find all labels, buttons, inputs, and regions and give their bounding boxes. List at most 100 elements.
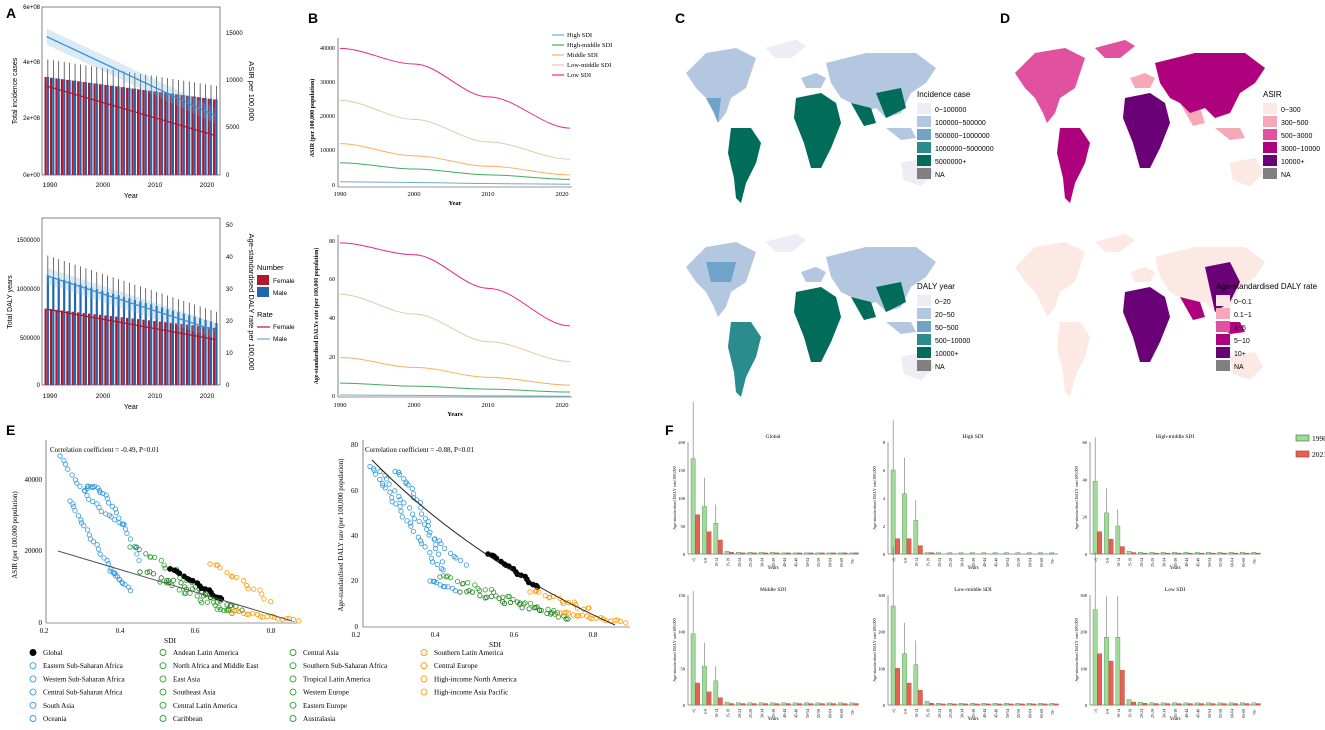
rate-line-male	[46, 275, 216, 331]
map-region	[1180, 297, 1205, 320]
legend-marker	[420, 688, 428, 696]
panel-b-legend: High SDI High-middle SDI Middle SDI Low-…	[552, 32, 612, 79]
bar-2021	[918, 690, 923, 706]
map-region	[1057, 128, 1090, 203]
bar-2021	[1097, 531, 1102, 555]
bar-1990	[1160, 551, 1166, 555]
scatter-point	[214, 606, 220, 612]
x-tick: 2010	[482, 191, 495, 198]
bar-female	[77, 81, 80, 175]
bar-2021	[842, 552, 848, 555]
bar-1990	[747, 552, 753, 555]
legend-marker	[159, 688, 167, 696]
bar-2021	[1097, 653, 1102, 706]
bar-2021	[906, 538, 912, 555]
subplot-title: High-middle SDI	[1156, 434, 1195, 440]
x-tick: 20-24	[1140, 709, 1144, 718]
x-tick: 5-9	[904, 709, 908, 714]
scatter-point	[458, 557, 464, 564]
scatter-point	[199, 599, 205, 606]
scatter-point	[176, 587, 182, 593]
bar-2021	[695, 682, 700, 706]
legend-swatch	[1216, 321, 1230, 332]
legend-swatch-2021	[1295, 450, 1310, 458]
y2-tick: 20	[226, 319, 233, 325]
y2-tick: 0	[226, 383, 230, 389]
scatter-point	[548, 611, 554, 617]
legend-label: Caribbean	[173, 715, 203, 723]
bar-1990	[1206, 551, 1211, 555]
bar-male	[90, 82, 93, 175]
bar-1990	[713, 680, 719, 706]
scatter-point	[565, 616, 571, 622]
scatter-point	[401, 476, 407, 482]
legend-label: Southern Sub-Saharan Africa	[303, 662, 388, 670]
legend-label: Southern Latin America	[434, 649, 504, 657]
y-axis-label: ASIR (per 100,000 population)	[11, 491, 19, 579]
y2-tick: 10000	[226, 78, 243, 84]
scatter-point	[496, 595, 502, 601]
y-tick: 0	[683, 552, 686, 557]
scatter-point	[94, 542, 100, 548]
x-tick: 40-44	[983, 709, 987, 718]
legend-marker	[159, 662, 167, 670]
scatter-point	[109, 503, 115, 509]
x-tick: 55-59	[817, 709, 821, 718]
x-tick: 25-29	[949, 558, 953, 567]
scatter-point	[290, 616, 296, 623]
bar-female	[71, 80, 74, 175]
scatter-point	[415, 534, 421, 540]
x-tick: 45-49	[995, 709, 999, 718]
scatter-point	[603, 617, 609, 624]
legend-marker	[289, 662, 297, 670]
x-tick: <5	[1095, 558, 1099, 562]
map-region	[728, 128, 761, 203]
x-tick: 10-14	[1117, 558, 1121, 567]
bar-1990	[1240, 551, 1245, 555]
y-tick: 6e+08	[23, 5, 41, 11]
y-tick: 200	[1080, 630, 1088, 635]
bar-female	[66, 311, 69, 385]
scatter-point	[251, 586, 257, 592]
subplot: Middle SDI 0 50 100 150 <5 5-9 10-14 15-19 20-24 2…	[672, 587, 859, 722]
scatter-point	[623, 620, 629, 626]
scatter-point	[424, 526, 430, 532]
bar-female	[44, 77, 47, 175]
legend-marker	[29, 688, 37, 696]
panel-letter-d: D	[1000, 10, 1010, 26]
scatter-point	[380, 481, 386, 487]
scatter-point	[90, 539, 97, 545]
x-tick: 55-59	[817, 558, 821, 567]
scatter-point	[103, 492, 109, 498]
bar-female	[147, 320, 150, 385]
bar-2021	[752, 703, 757, 706]
x-tick: 20-24	[938, 558, 942, 567]
bar-2021	[1244, 552, 1250, 555]
x-tick: 60-64	[1231, 709, 1235, 718]
bar-female	[44, 308, 47, 385]
bar-female	[185, 95, 189, 175]
y-axis-label: Age-standardised DALY rate/100,000	[672, 618, 678, 682]
map-region	[1015, 48, 1085, 123]
legend-swatch	[1263, 155, 1277, 166]
legend-label: Oceania	[43, 715, 67, 723]
bar-1990	[1004, 552, 1009, 555]
bar-2021	[1199, 703, 1204, 706]
scatter-point-global	[176, 570, 183, 577]
bar-male	[90, 287, 93, 385]
x-tick: 65-69	[840, 558, 844, 567]
y-tick: 40000	[25, 476, 43, 484]
bar-2021	[740, 703, 746, 706]
y-axis-label: Age-standardised DALY rate/100,000	[872, 466, 878, 530]
x-tick: 70+	[851, 709, 855, 715]
bar-male	[188, 315, 191, 385]
scatter-point	[405, 482, 411, 488]
legend-label: Female	[273, 278, 295, 285]
legend-swatch	[917, 103, 931, 114]
legend-label: 3000~10000	[1281, 146, 1320, 153]
scatter-points	[57, 453, 302, 624]
bar-male	[182, 313, 185, 385]
scatter-point	[249, 611, 256, 617]
x-tick: 25-29	[749, 709, 753, 718]
legend-swatch	[1216, 360, 1230, 371]
